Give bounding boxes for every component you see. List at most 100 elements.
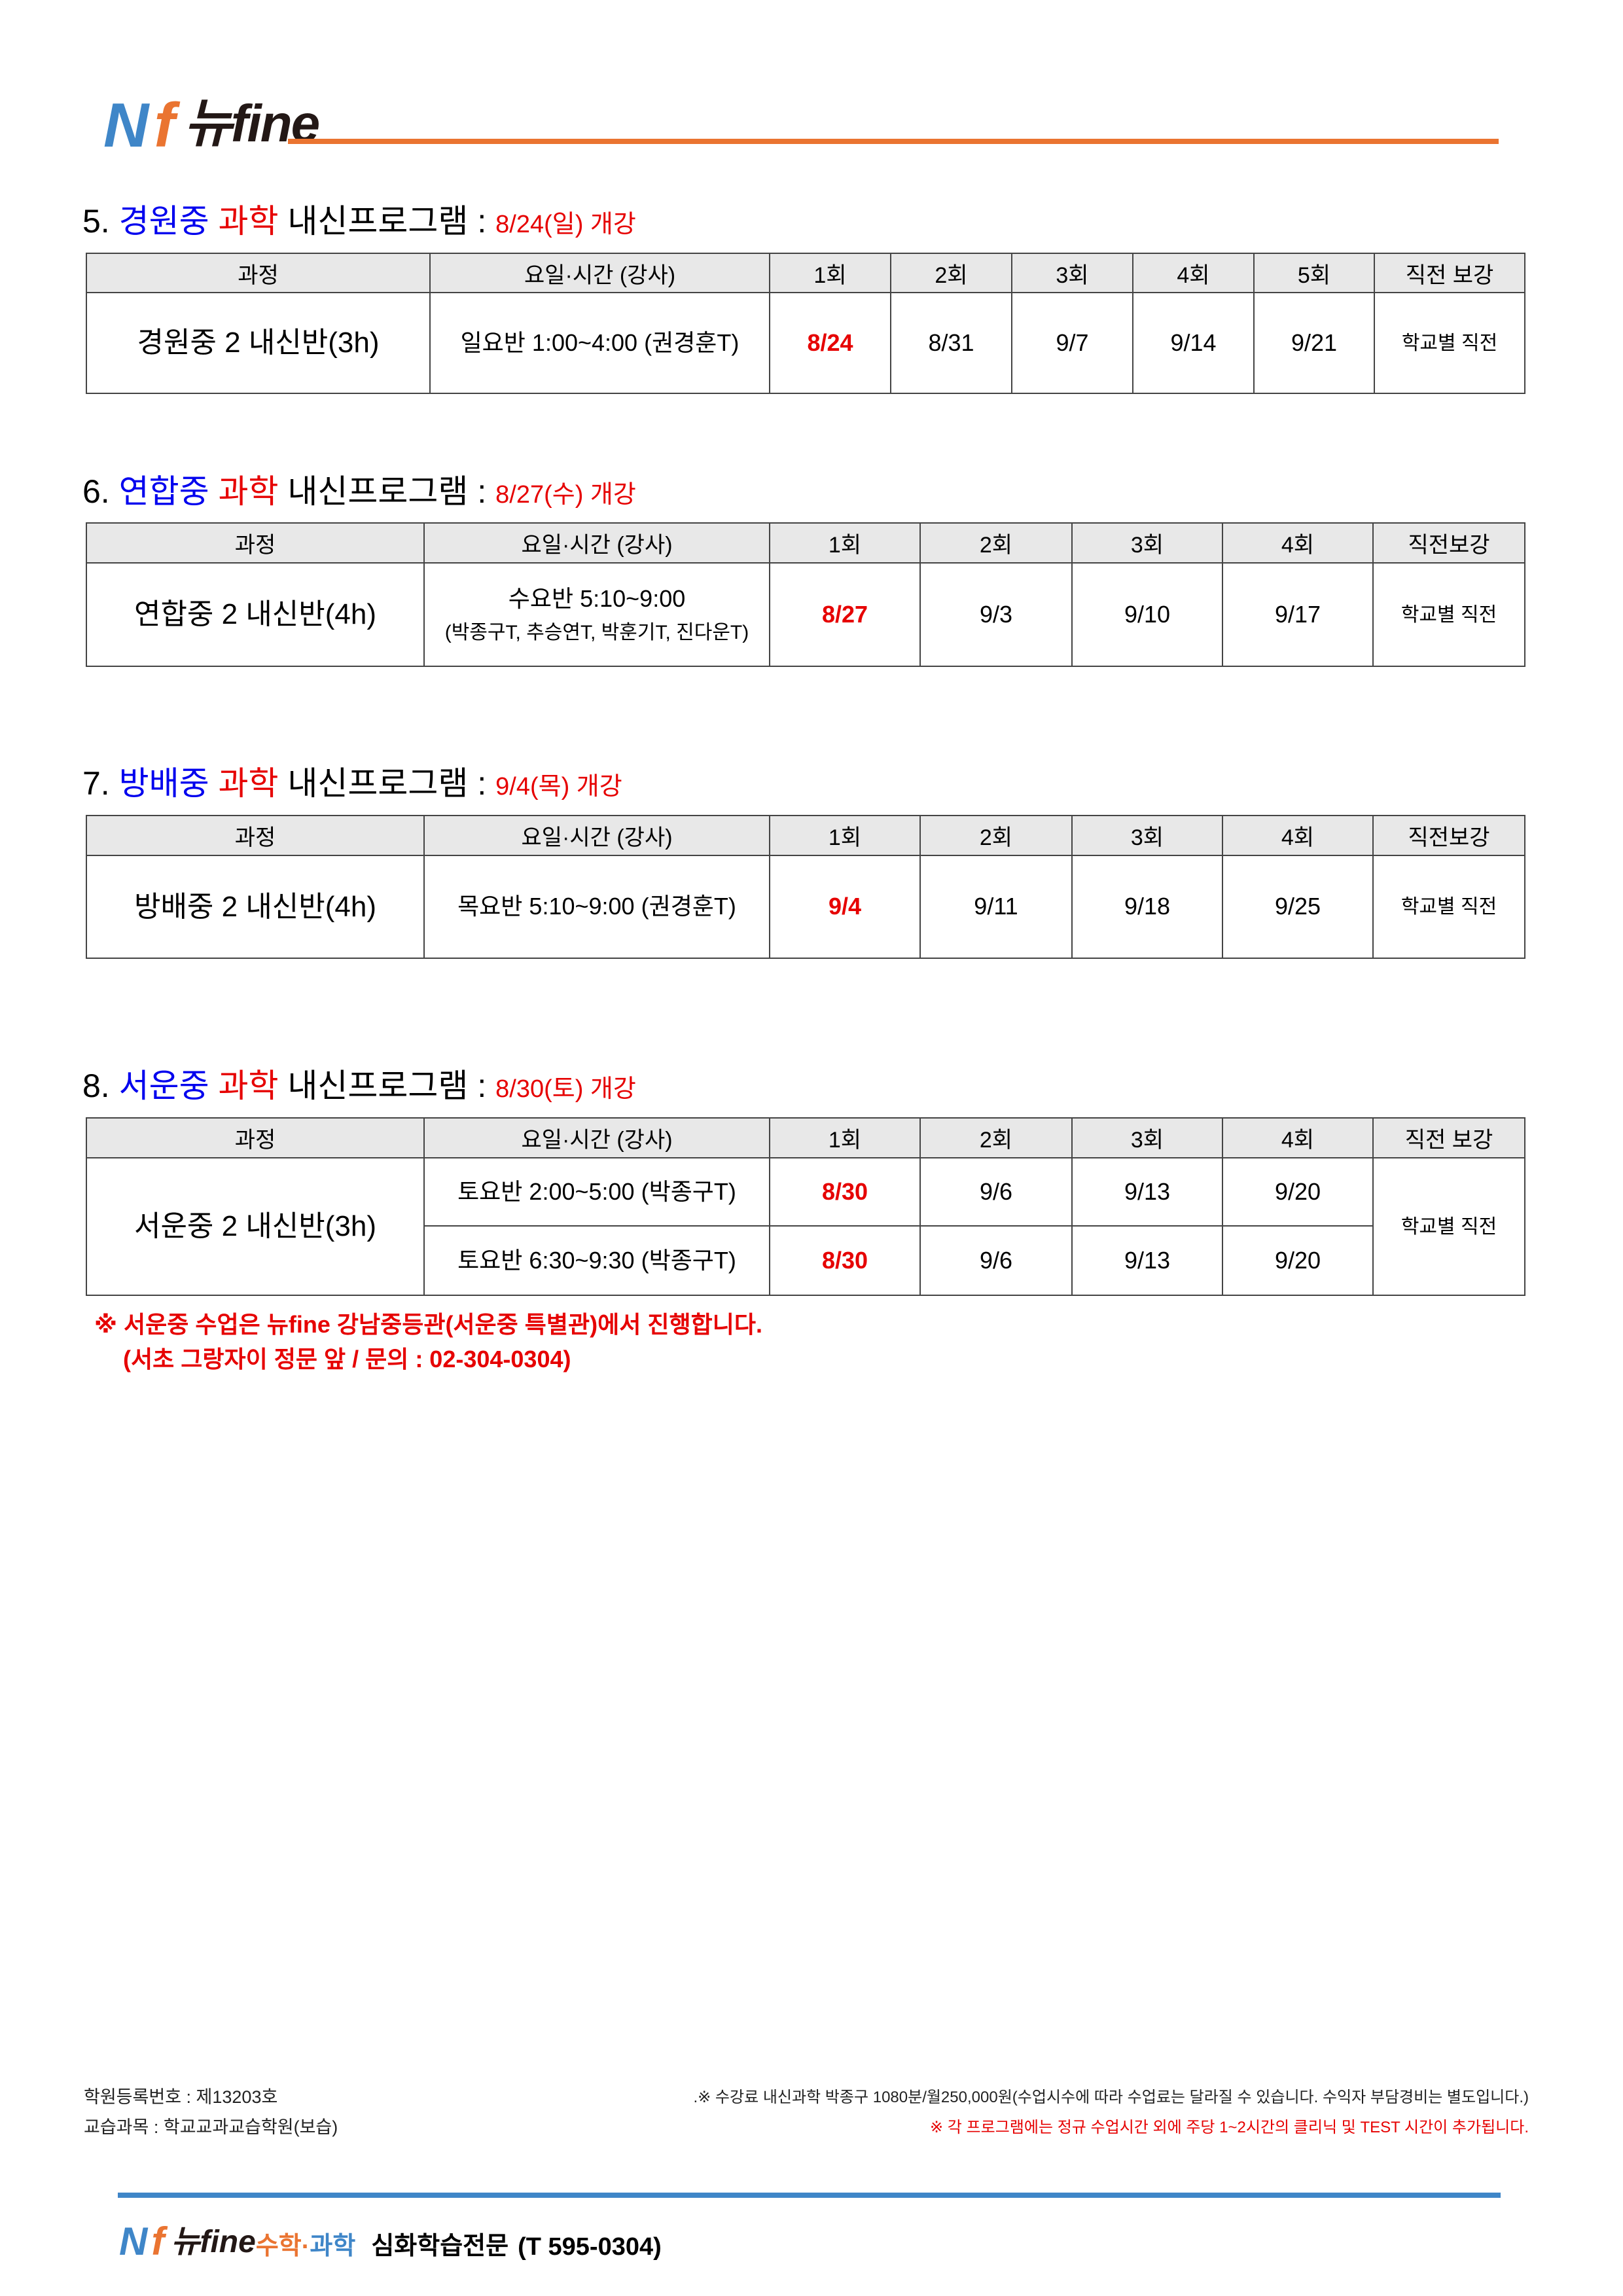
logo-mark-n: N [103,90,149,160]
section-title: 6. 연합중 과학 내신프로그램 : 8/27(수) 개강 [82,465,636,512]
footer-math: 수학 [255,2233,302,2260]
title-num: 5. [82,203,110,240]
instructors: (박종구T, 추승연T, 박훈기T, 진다운T) [444,621,749,643]
session-date: 8/31 [890,292,1012,394]
section-title: 7. 방배중 과학 내신프로그램 : 9/4(목) 개강 [82,757,622,804]
column-header: 2회 [919,1117,1073,1158]
column-header: 요일·시간 (강사) [423,815,770,856]
column-header: 직전 보강 [1374,253,1525,293]
first-session-date: 8/30 [769,1157,921,1227]
table-row: 방배중 2 내신반(4h) 목요반 5:10~9:00 (권경훈T) 9/4 9/11… [86,855,1525,959]
session-date: 9/13 [1071,1225,1223,1296]
column-header: 1회 [769,1117,921,1158]
location-note-contact: (서초 그랑자이 정문 앞 / 문의 : 02-304-0304) [123,1346,571,1372]
title-program: 내신프로그램 : [287,765,487,802]
header-row: 과정 요일·시간 (강사) 1회 2회 3회 4회 5회 직전 보강 [86,253,1525,293]
column-header: 4회 [1222,1117,1374,1158]
session-date: 9/11 [919,855,1073,959]
class-time-text: 토요반 6:30~9:30 (박종구T) [457,1246,736,1274]
column-header: 요일·시간 (강사) [429,253,770,293]
session-date: 9/25 [1222,855,1374,959]
pre-exam-session: 학교별 직전 [1372,855,1525,959]
class-time-text: 목요반 5:10~9:00 (권경훈T) [457,893,736,920]
column-header: 4회 [1222,815,1374,856]
column-header: 직전보강 [1372,522,1525,564]
column-header: 2회 [919,815,1073,856]
section-title: 8. 서운중 과학 내신프로그램 : 8/30(토) 개강 [82,1060,636,1107]
title-open: 8/27(수) 개강 [495,481,636,509]
column-header: 3회 [1011,253,1133,293]
schedule-table: 과정 요일·시간 (강사) 1회 2회 3회 4회 5회 직전 보강 경원중 2 내신반(3h)… [86,253,1525,394]
title-subject: 과학 [218,1067,279,1104]
session-date: 9/6 [919,1157,1073,1227]
pre-exam-session: 학교별 직전 [1372,1157,1525,1296]
title-school: 서운중 [118,1067,209,1104]
section-title: 5. 경원중 과학 내신프로그램 : 8/24(일) 개강 [82,195,636,242]
column-header: 3회 [1071,1117,1223,1158]
session-date: 9/18 [1071,855,1223,959]
column-header: 1회 [769,815,921,856]
pre-exam-session: 학교별 직전 [1372,562,1525,667]
teaching-subjects: 교습과목 : 학교교과교습학원(보습) [84,2117,338,2137]
title-subject: 과학 [218,473,279,510]
title-school: 경원중 [118,203,209,240]
class-time-text: 수요반 5:10~9:00 [508,585,686,613]
pre-exam-session: 학교별 직전 [1374,292,1525,394]
title-open: 8/24(일) 개강 [495,211,636,238]
title-program: 내신프로그램 : [287,473,487,510]
location-note: ※ 서운중 수업은 뉴fine 강남중등관(서운중 특별관)에서 진행합니다. [94,1311,762,1338]
column-header: 과정 [86,1117,425,1158]
schedule-table: 과정 요일·시간 (강사) 1회 2회 3회 4회 직전 보강 서운중 2 내신반(3h) 토요… [86,1117,1525,1296]
session-date: 9/3 [919,562,1073,667]
column-header: 직전 보강 [1372,1117,1525,1158]
title-program: 내신프로그램 : [287,1067,487,1104]
title-subject: 과학 [218,765,279,802]
class-time: 토요반 6:30~9:30 (박종구T) [423,1225,770,1296]
table-row: 서운중 2 내신반(3h) 토요반 2:00~5:00 (박종구T) 8/30 9/6… [86,1157,1525,1296]
table-row: 경원중 2 내신반(3h) 일요반 1:00~4:00 (권경훈T) 8/24 8/3… [86,292,1525,394]
class-time: 일요반 1:00~4:00 (권경훈T) [429,292,770,394]
session-date: 9/21 [1253,292,1375,394]
table-row: 토요반 6:30~9:30 (박종구T) 8/30 9/6 9/13 9/20 [86,1225,1525,1296]
session-date: 9/10 [1071,562,1223,667]
footer-logo-mark-n: N [119,2219,148,2263]
course-name: 연합중 2 내신반(4h) [86,562,425,667]
course-name: 방배중 2 내신반(4h) [86,855,425,959]
footer-divider [118,2193,1501,2198]
header-divider [288,139,1499,144]
column-header: 과정 [86,253,431,293]
title-school: 방배중 [118,765,209,802]
session-date: 9/13 [1071,1157,1223,1227]
table-row: 연합중 2 내신반(4h) 수요반 5:10~9:00 (박종구T, 추승연T, 박… [86,562,1525,667]
first-session-date: 8/27 [769,562,921,667]
column-header: 1회 [769,522,921,564]
session-date: 9/20 [1222,1225,1374,1296]
title-open: 8/30(토) 개강 [495,1075,636,1103]
footer-logo-mark-f: f [151,2219,165,2263]
column-header: 과정 [86,815,425,856]
title-program: 내신프로그램 : [287,203,487,240]
fee-note: .※ 수강료 내신과학 박종구 1080분/월250,000원(수업시수에 따라… [693,2089,1529,2106]
tagline: 심화학습전문 [371,2233,509,2260]
column-header: 4회 [1222,522,1374,564]
title-school: 연합중 [118,473,209,510]
logo-word: 뉴fine [184,94,320,152]
class-time: 목요반 5:10~9:00 (권경훈T) [423,855,770,959]
first-session-date: 8/24 [769,292,891,394]
first-session-date: 8/30 [769,1225,921,1296]
footer-dot: · [301,2233,310,2261]
class-time-text: 일요반 1:00~4:00 (권경훈T) [460,329,740,356]
class-time: 수요반 5:10~9:00 (박종구T, 추승연T, 박훈기T, 진다운T) [423,562,770,667]
phone: (T 595-0304) [518,2233,662,2261]
column-header: 과정 [86,522,425,564]
column-header: 2회 [890,253,1012,293]
title-num: 7. [82,765,110,802]
column-header: 요일·시간 (강사) [423,1117,770,1158]
clinic-note: ※ 각 프로그램에는 정규 수업시간 외에 주당 1~2시간의 클리닉 및 TE… [930,2119,1529,2136]
session-date: 9/17 [1222,562,1374,667]
title-subject: 과학 [218,203,279,240]
session-date: 9/6 [919,1225,1073,1296]
schedule-table: 과정 요일·시간 (강사) 1회 2회 3회 4회 직전보강 연합중 2 내신반(4h) 수요반… [86,522,1525,667]
column-header: 5회 [1253,253,1375,293]
column-header: 요일·시간 (강사) [423,522,770,564]
